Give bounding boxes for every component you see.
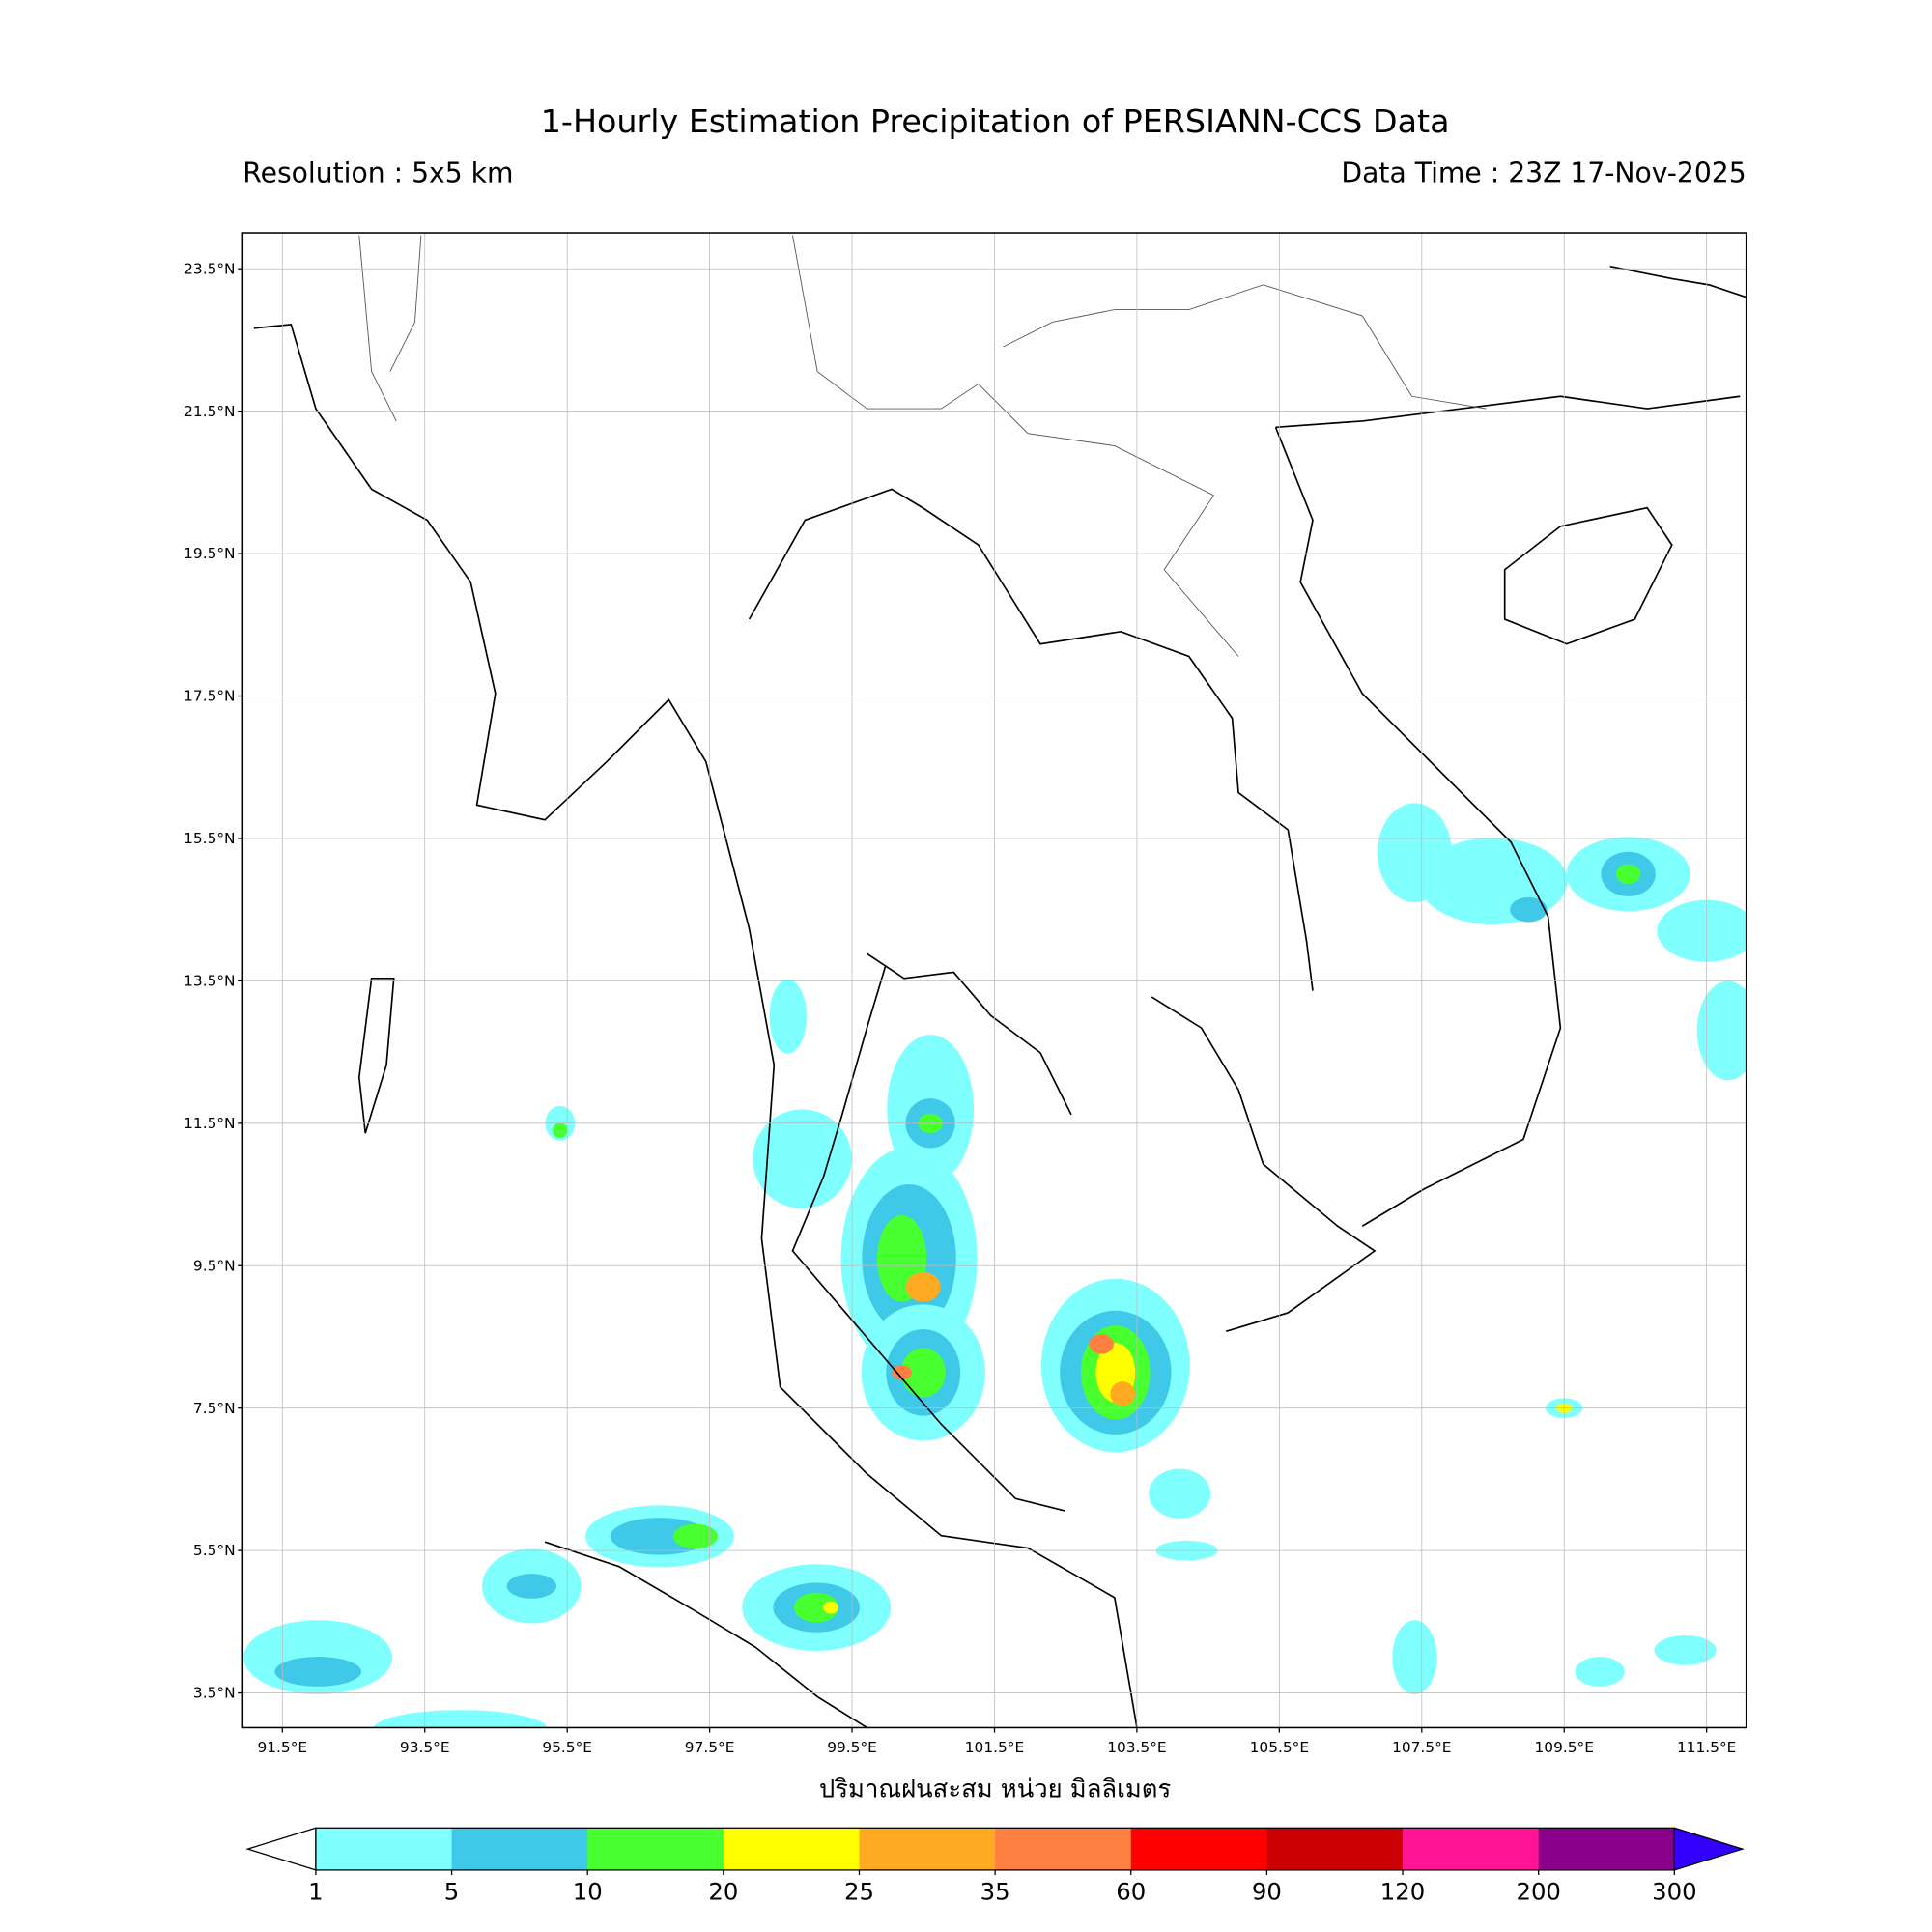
lat-tick-label: 9.5°N	[193, 1257, 236, 1274]
coastline	[791, 965, 1065, 1512]
colorbar-under-arrow	[245, 1827, 317, 1871]
coastline	[1274, 426, 1562, 1227]
colorbar-tick-label: 300	[1652, 1878, 1696, 1906]
country-border	[792, 235, 1239, 657]
colorbar-tick-label: 60	[1116, 1878, 1146, 1906]
coastline	[1609, 265, 1747, 298]
coastline	[253, 323, 1138, 1728]
precip-cell	[892, 1365, 912, 1380]
precip-cell	[274, 1657, 362, 1687]
map-content	[242, 233, 1747, 1728]
coastline	[357, 977, 395, 1134]
country-border	[358, 235, 397, 422]
lat-tick-label: 21.5°N	[184, 403, 235, 420]
colorbar-segment	[1538, 1828, 1675, 1870]
precip-cell	[1089, 1334, 1114, 1354]
lat-tick-label: 7.5°N	[193, 1400, 236, 1417]
lat-tick-label: 11.5°N	[184, 1115, 235, 1132]
lon-tick-label: 111.5°E	[1677, 1739, 1736, 1756]
colorbar-segment	[451, 1828, 588, 1870]
lat-tick-label: 5.5°N	[193, 1542, 236, 1559]
lon-tick-label: 91.5°E	[257, 1739, 307, 1756]
lon-tick-label: 93.5°E	[400, 1739, 450, 1756]
precip-cell	[1110, 1381, 1135, 1406]
lon-tick-label: 97.5°E	[685, 1739, 735, 1756]
precip-cell	[1657, 899, 1747, 962]
colorbar-segment	[859, 1828, 996, 1870]
precip-cell	[1654, 1634, 1717, 1665]
colorbar-tick-label: 90	[1252, 1878, 1282, 1906]
lon-tick-label: 99.5°E	[827, 1739, 877, 1756]
country-border	[389, 235, 422, 372]
coastline	[748, 488, 1314, 991]
precip-cell	[1510, 896, 1548, 923]
colorbar-tick-label: 25	[844, 1878, 874, 1906]
lat-tick-label: 19.5°N	[184, 545, 235, 562]
colorbar-segment	[1266, 1828, 1404, 1870]
precip-cell	[823, 1601, 838, 1614]
colorbar-segment	[315, 1828, 453, 1870]
map-title: 1-Hourly Estimation Precipitation of PER…	[540, 103, 1450, 142]
lat-tick-label: 13.5°N	[184, 973, 235, 990]
precip-cell	[794, 1592, 839, 1623]
colorbar-tick-label: 200	[1516, 1878, 1560, 1906]
precip-cell	[373, 1710, 548, 1728]
colorbar-segment	[587, 1828, 724, 1870]
precip-cell	[553, 1122, 568, 1138]
precip-cell	[769, 979, 807, 1054]
colorbar-segment	[995, 1828, 1132, 1870]
lon-tick-label: 107.5°E	[1392, 1739, 1451, 1756]
colorbar-segment	[1403, 1828, 1540, 1870]
colorbar-tick-label: 20	[708, 1878, 738, 1906]
precip-cell	[900, 1348, 946, 1398]
data-time-label: Data Time : 23Z 17-Nov-2025	[1341, 158, 1747, 190]
precip-cell	[1696, 980, 1747, 1081]
lat-tick-label: 23.5°N	[184, 260, 235, 277]
lon-tick-label: 109.5°E	[1535, 1739, 1594, 1756]
map-frame	[242, 232, 1747, 1729]
lon-tick-label: 103.5°E	[1107, 1739, 1166, 1756]
lon-tick-label: 95.5°E	[542, 1739, 592, 1756]
precip-cell	[1149, 1468, 1211, 1519]
colorbar-tick-label: 120	[1380, 1878, 1425, 1906]
coastline	[544, 1541, 867, 1728]
precip-cell	[506, 1574, 556, 1599]
colorbar-tick-label: 10	[573, 1878, 603, 1906]
colorbar-tick-label: 5	[444, 1878, 459, 1906]
precip-cell	[1615, 864, 1641, 885]
colorbar-tick-label: 1	[308, 1878, 324, 1906]
colorbar-segment	[723, 1828, 861, 1870]
lon-tick-label: 105.5°E	[1250, 1739, 1309, 1756]
resolution-label: Resolution : 5x5 km	[242, 158, 514, 190]
colorbar-tick-label: 35	[980, 1878, 1010, 1906]
coastline	[1503, 506, 1673, 645]
colorbar-segment	[1130, 1828, 1268, 1870]
precip-cell	[1392, 1620, 1437, 1695]
country-border	[1003, 284, 1487, 410]
colorbar-label: ปริมาณฝนสะสม หน่วย มิลลิเมตร	[818, 1773, 1172, 1804]
coastline	[866, 952, 1072, 1116]
coastline	[1151, 996, 1377, 1333]
lat-tick-label: 17.5°N	[184, 688, 235, 705]
precip-cell	[672, 1523, 718, 1549]
lat-tick-label: 3.5°N	[193, 1685, 236, 1702]
precip-cell	[905, 1271, 941, 1302]
lat-tick-label: 15.5°N	[184, 830, 235, 847]
precip-cell	[1377, 803, 1452, 902]
precip-cell	[753, 1109, 852, 1208]
coastline	[1275, 395, 1741, 429]
colorbar-over-arrow	[1673, 1827, 1746, 1871]
lon-tick-label: 101.5°E	[965, 1739, 1024, 1756]
precip-cell	[1575, 1657, 1625, 1687]
